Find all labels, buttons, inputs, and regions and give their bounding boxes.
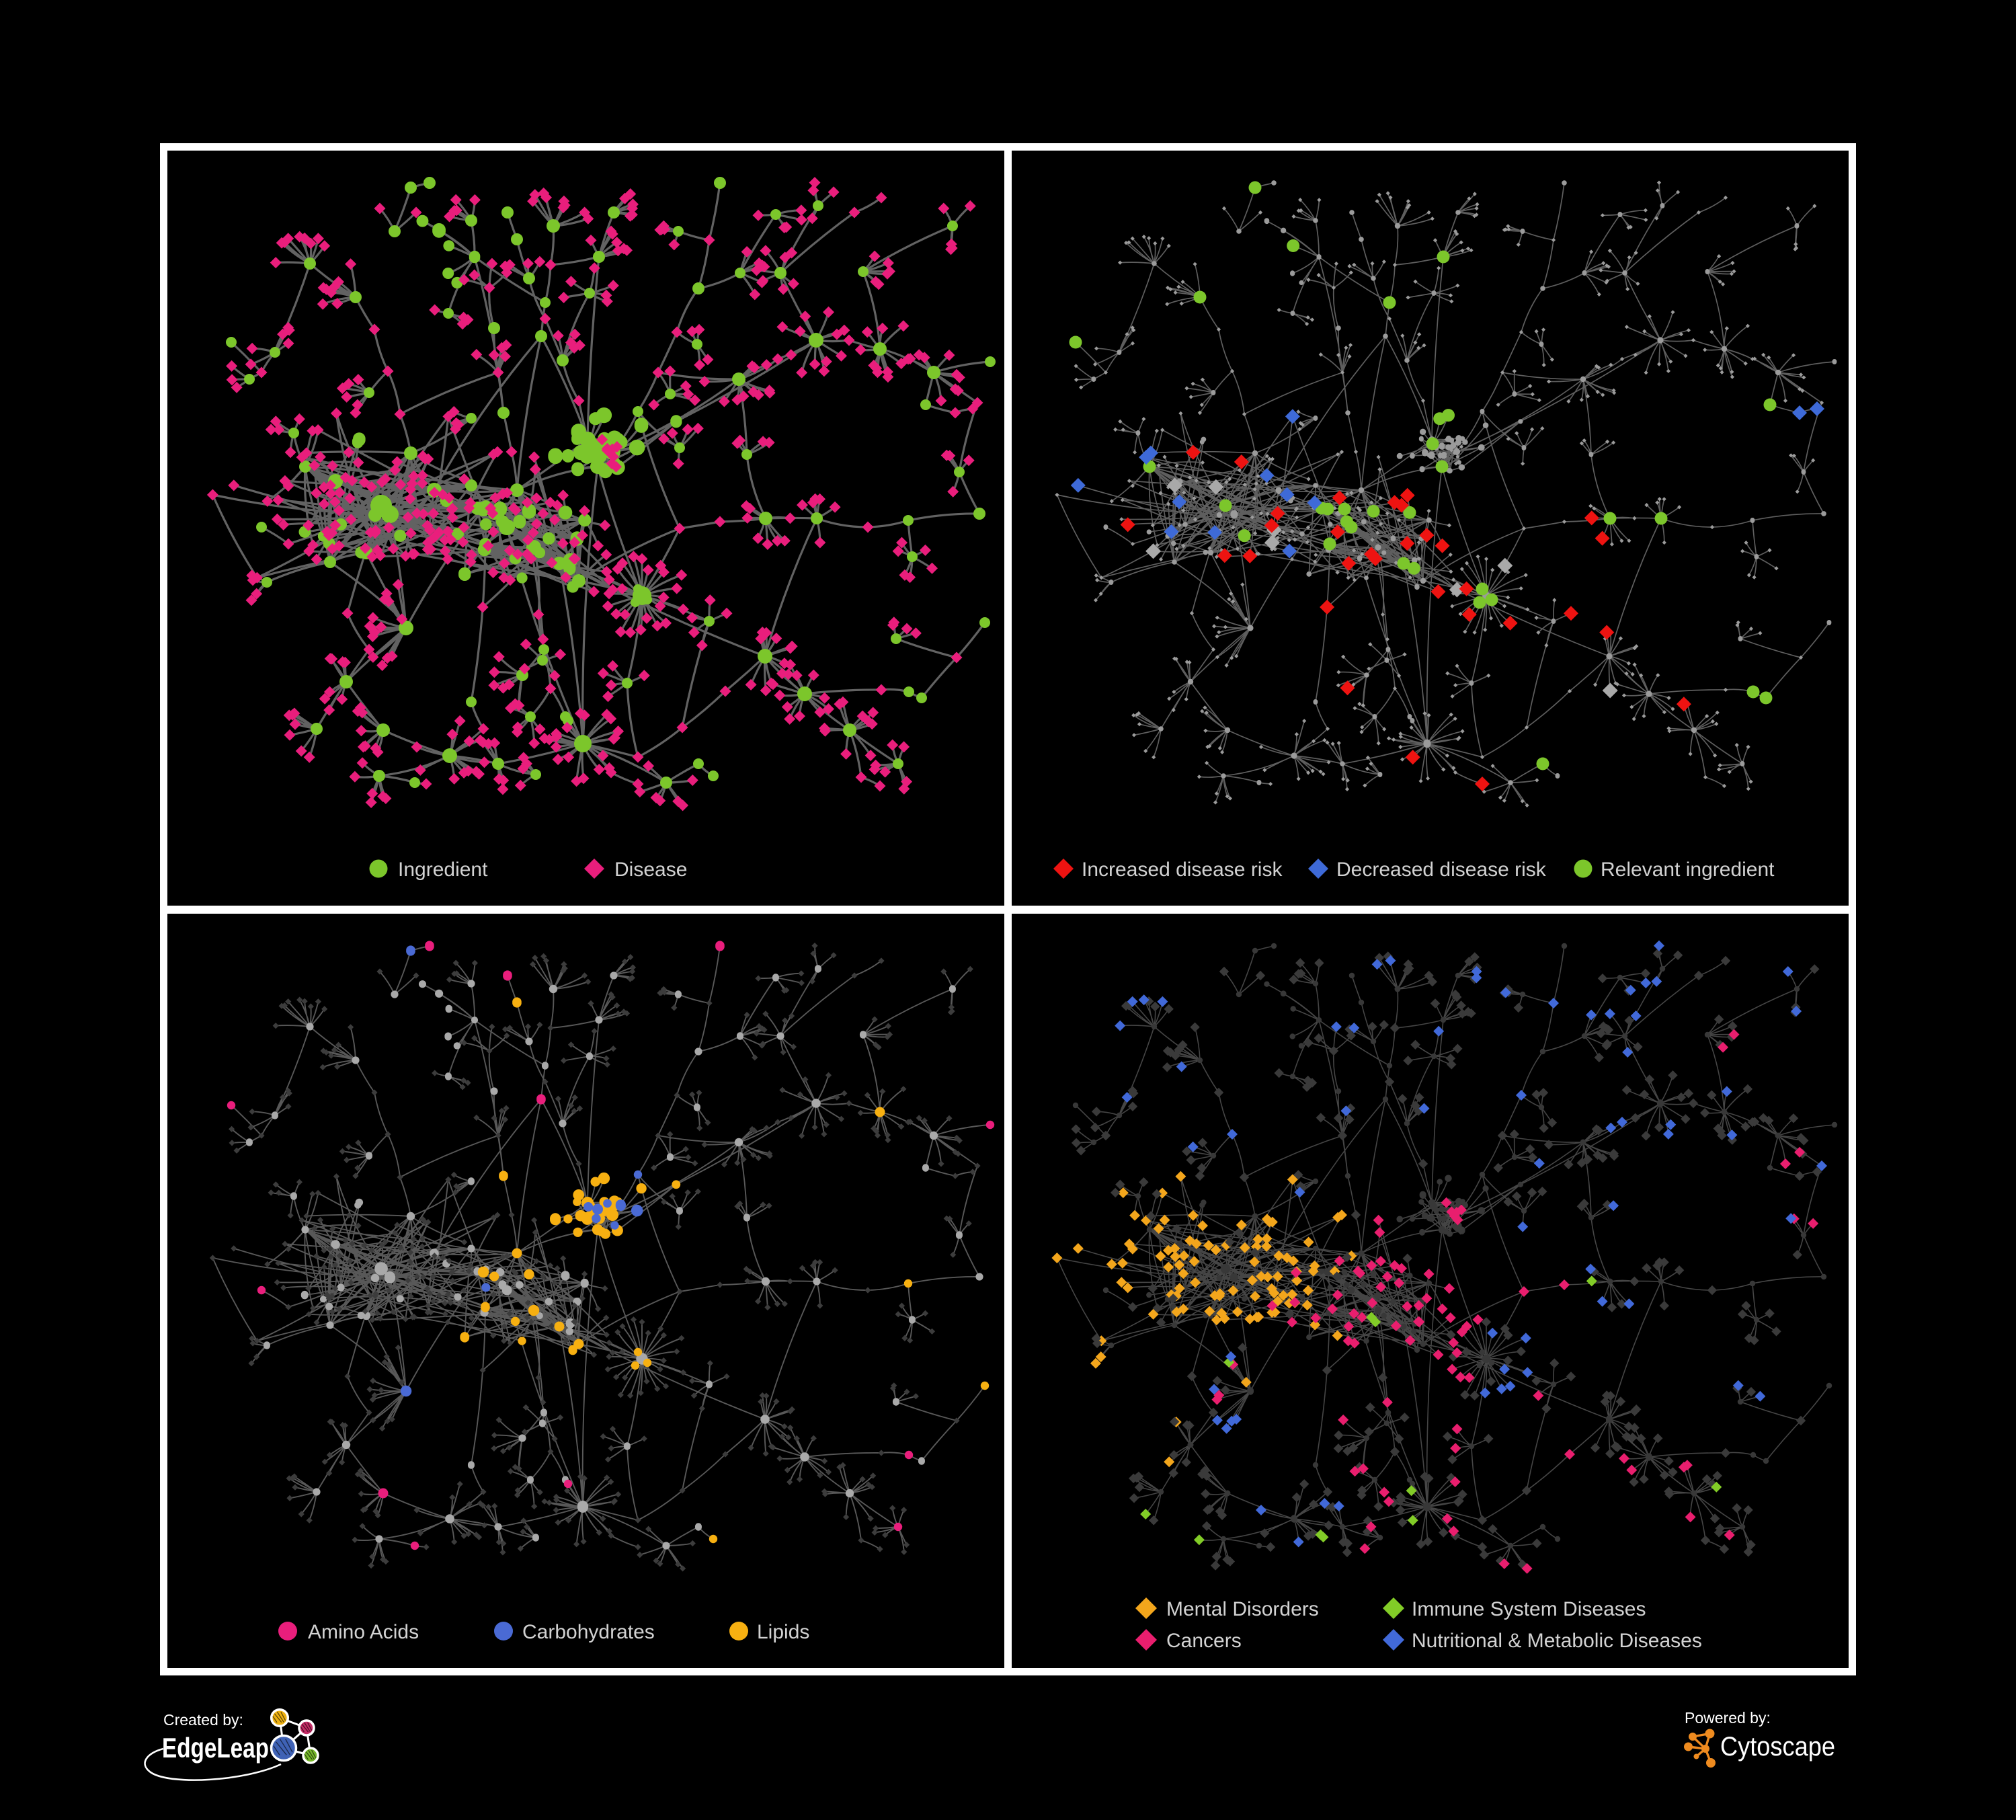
svg-text:Mental Disorders: Mental Disorders xyxy=(1166,1598,1319,1620)
svg-text:Created by:: Created by: xyxy=(163,1711,243,1729)
svg-text:Relevant ingredient: Relevant ingredient xyxy=(1601,859,1775,881)
svg-text:Cancers: Cancers xyxy=(1166,1630,1242,1652)
svg-text:Decreased disease risk: Decreased disease risk xyxy=(1336,859,1547,881)
svg-text:Increased disease risk: Increased disease risk xyxy=(1082,859,1283,881)
svg-text:Ingredient: Ingredient xyxy=(398,859,488,881)
svg-text:Cytoscape: Cytoscape xyxy=(1720,1732,1835,1762)
svg-text:EdgeLeap: EdgeLeap xyxy=(162,1732,269,1764)
svg-text:Disease: Disease xyxy=(614,859,687,881)
svg-text:Nutritional & Metabolic Diseas: Nutritional & Metabolic Diseases xyxy=(1412,1630,1702,1652)
svg-text:Amino Acids: Amino Acids xyxy=(308,1621,419,1643)
svg-text:Powered by:: Powered by: xyxy=(1685,1709,1771,1727)
svg-text:Lipids: Lipids xyxy=(757,1621,809,1643)
svg-text:Carbohydrates: Carbohydrates xyxy=(522,1621,655,1643)
svg-text:Immune System Diseases: Immune System Diseases xyxy=(1412,1598,1646,1620)
